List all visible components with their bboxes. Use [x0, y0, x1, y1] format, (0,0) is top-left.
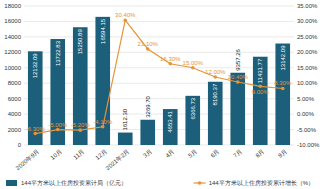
x-tick-label: 3月: [142, 148, 153, 159]
line-value-label: 21.10%: [138, 41, 159, 47]
line-marker: [33, 132, 37, 136]
line-value-label: 30.40%: [115, 12, 136, 18]
y2-tick-label: 30.00%: [297, 18, 318, 24]
legend-item: 144平方米以上住房投资累计增长（%）: [194, 179, 314, 187]
y-tick-label: 8000: [8, 80, 22, 86]
y2-tick-label: 35.00%: [297, 3, 318, 9]
legend-swatch: [6, 180, 17, 186]
bar-value-label: 4653.41: [167, 110, 173, 132]
grid: [24, 6, 294, 145]
bar-value-label: 11431.77: [257, 58, 263, 83]
line: [35, 20, 283, 133]
bar-value-label: 15250.89: [77, 29, 83, 55]
line-value-label: 16.30%: [160, 56, 181, 62]
line-value-label: 15.00%: [183, 60, 204, 66]
legend-label: 144平方米以上住房投资累计局（亿元）: [21, 179, 127, 187]
y2-tick-label: 20.00%: [297, 49, 318, 55]
grid-line: [24, 21, 294, 22]
bar: [185, 96, 200, 145]
line-marker: [258, 85, 262, 89]
y-tick-label: 0: [18, 142, 22, 148]
line-marker: [168, 62, 172, 66]
y-tick-label: 16000: [4, 18, 21, 24]
line-value-label: -5.00%: [48, 122, 68, 128]
x-tick-label: 2020年9月: [15, 148, 41, 171]
bar: [208, 82, 223, 145]
y2-tick-label: -10.00%: [297, 142, 320, 148]
x-tick-label: 6月: [209, 148, 220, 159]
legend-item: 144平方米以上住房投资累计局（亿元）: [6, 179, 127, 187]
bar: [140, 120, 155, 145]
bar: [95, 17, 110, 145]
y-tick-label: 2000: [8, 127, 22, 133]
y-tick-label: 4000: [8, 111, 22, 117]
x-tick-label: 4月: [164, 148, 175, 159]
bar: [275, 44, 290, 145]
line-marker: [191, 66, 195, 70]
grid-line: [24, 36, 294, 37]
legend-label: 144平方米以上住房投资累计增长（%）: [209, 179, 314, 187]
line-marker: [123, 18, 127, 22]
y2-tick-label: 5.00%: [297, 96, 315, 102]
legend: 144平方米以上住房投资累计局（亿元） 144平方米以上住房投资累计增长（%）: [6, 179, 314, 187]
line-value-label: 12.00%: [205, 69, 226, 75]
bar: [163, 109, 178, 145]
line-value-label: -5.20%: [71, 122, 91, 128]
line-marker: [146, 47, 150, 51]
bar-value-label: 8190.37: [212, 83, 218, 105]
line-value-label: 8.30%: [274, 80, 292, 86]
line-value-label: 9.00%: [252, 89, 270, 95]
line-marker: [101, 125, 105, 129]
page: {"chart_data": {"type": "bar", "categori…: [0, 0, 320, 189]
y-tick-label: 18000: [4, 3, 21, 9]
x-tick-label: 10月: [49, 148, 63, 161]
line-value-label: 10.40%: [228, 74, 249, 80]
bar-value-label: 9357.26: [235, 48, 241, 70]
bar-value-label: 6366.73: [190, 97, 196, 119]
y2-tick-label: 0.00%: [297, 111, 315, 117]
bar-value-label: 3269.70: [145, 95, 151, 117]
line-marker: [213, 75, 217, 79]
x-tick-label: 7月: [232, 148, 243, 159]
x-tick-label: 5月: [187, 148, 198, 159]
line-marker: [236, 80, 240, 84]
bar-value-label: 1612.30: [122, 108, 128, 130]
y2-tick-label: 10.00%: [297, 80, 318, 86]
y2-tick-label: 25.00%: [297, 34, 318, 40]
x-tick-label: 11月: [72, 148, 85, 160]
bar: [118, 133, 133, 145]
y2-tick-label: 15.00%: [297, 65, 318, 71]
data-labels: 12132.09 -6.30% 13722.83 -5.00% 15250.89 -5.2…: [26, 12, 292, 133]
line-marker: [56, 128, 60, 132]
y2-tick-label: -5.00%: [297, 127, 317, 133]
x-tick-label: 9月: [277, 148, 288, 159]
line-marker: [281, 87, 285, 91]
line-value-label: -6.30%: [26, 126, 46, 132]
y-tick-label: 10000: [4, 65, 21, 71]
legend-marker: [198, 181, 202, 185]
bar-value-label: 16594.15: [100, 18, 106, 44]
x-tick-label: 2021年2月: [105, 148, 131, 171]
chart: 0 2000 4000 6000 8000 10000 12000 14000 16000 180…: [0, 0, 320, 189]
bar-value-label: 12132.09: [32, 53, 38, 79]
axes: 0 2000 4000 6000 8000 10000 12000 14000 16000 180…: [4, 3, 320, 171]
x-tick-label: 8月: [254, 148, 265, 159]
y-tick-label: 14000: [4, 34, 21, 40]
bar-value-label: 13142.09: [280, 45, 286, 71]
line-marker: [78, 128, 82, 132]
y-tick-label: 6000: [8, 96, 22, 102]
y-tick-label: 12000: [4, 49, 21, 55]
bar: [253, 57, 268, 145]
plot-marks: [28, 17, 290, 145]
grid-line: [24, 6, 294, 7]
bar-value-label: 13722.83: [55, 40, 61, 66]
line-value-label: -4.10%: [93, 119, 113, 125]
x-tick-label: 12月: [94, 148, 108, 161]
